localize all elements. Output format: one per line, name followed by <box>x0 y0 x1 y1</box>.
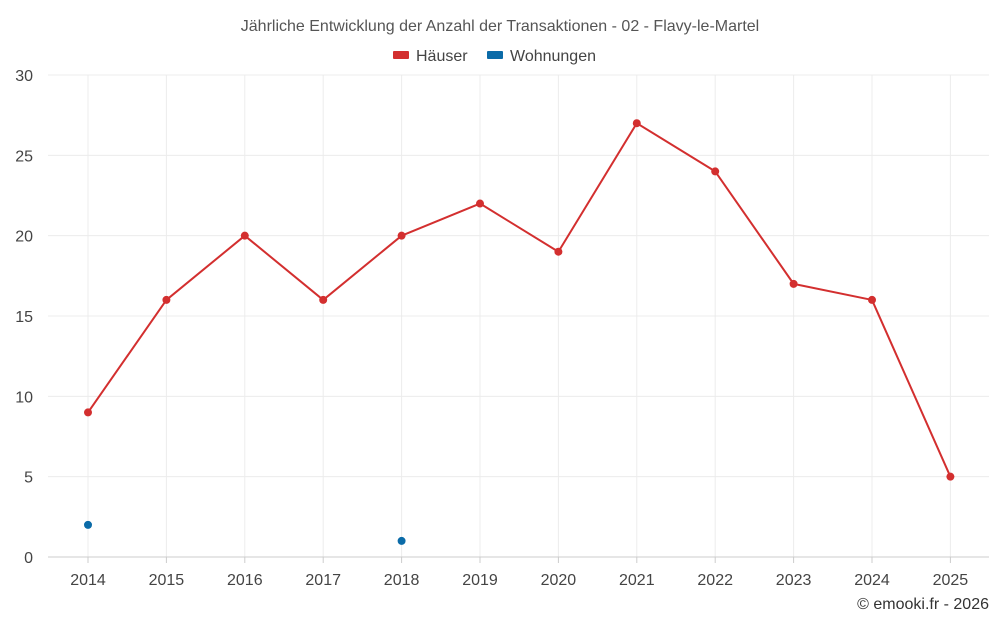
x-axis: 2014 2015 2016 2017 2018 2019 2020 2021 2022 2023… <box>48 556 989 589</box>
y-tick-label-5: 25 <box>15 148 33 165</box>
data-point-wohnungen-2018 <box>397 536 406 545</box>
x-tick-label-11: 2025 <box>933 572 969 589</box>
series-line-haeuser <box>87 122 952 478</box>
x-tick-label-7: 2021 <box>619 572 655 589</box>
series-haeuser <box>84 119 955 481</box>
data-point-haeuser-2019 <box>476 199 484 208</box>
legend-item-haeuser[interactable]: Häuser <box>393 48 468 65</box>
gridlines <box>48 74 989 557</box>
data-point-haeuser-2021 <box>632 119 641 128</box>
legend-swatch-wohnungen <box>487 51 503 59</box>
y-tick-label-3: 15 <box>15 309 33 326</box>
x-tick-label-10: 2024 <box>854 572 890 589</box>
legend-swatch-haeuser <box>393 51 409 59</box>
x-tick-label-3: 2017 <box>305 572 341 589</box>
data-point-haeuser-2016 <box>240 231 249 240</box>
x-tick-label-1: 2015 <box>149 572 185 589</box>
y-axis: 0 5 10 15 20 25 30 <box>15 68 33 567</box>
y-tick-label-1: 5 <box>24 470 33 487</box>
data-point-haeuser-2020 <box>554 247 563 256</box>
chart-title: Jährliche Entwicklung der Anzahl der Tra… <box>241 18 759 35</box>
legend-item-wohnungen[interactable]: Wohnungen <box>487 48 596 65</box>
data-point-haeuser-2022 <box>711 167 720 176</box>
data-point-haeuser-2015 <box>162 295 171 304</box>
x-tick-label-4: 2018 <box>384 572 420 589</box>
x-tick-label-2: 2016 <box>227 572 263 589</box>
data-point-haeuser-2025 <box>946 472 955 481</box>
plot-series <box>84 119 955 545</box>
credit-text: © emooki.fr - 2026 <box>857 596 989 613</box>
y-tick-label-4: 20 <box>15 229 33 246</box>
y-tick-label-6: 30 <box>15 68 33 85</box>
x-tick-label-6: 2020 <box>541 572 577 589</box>
legend: Häuser Wohnungen <box>393 48 596 65</box>
x-tick-label-9: 2023 <box>776 572 812 589</box>
data-point-haeuser-2017 <box>319 295 328 304</box>
data-point-haeuser-2024 <box>868 295 876 304</box>
series-wohnungen <box>84 520 406 545</box>
y-tick-label-2: 10 <box>15 389 33 406</box>
data-point-wohnungen-2014 <box>84 520 92 529</box>
legend-label-haeuser: Häuser <box>416 48 468 65</box>
x-tick-label-8: 2022 <box>697 572 733 589</box>
data-point-haeuser-2023 <box>789 279 798 288</box>
data-point-haeuser-2014 <box>84 408 92 417</box>
x-tick-label-0: 2014 <box>70 572 106 589</box>
x-tick-label-5: 2019 <box>462 572 498 589</box>
legend-label-wohnungen: Wohnungen <box>510 48 596 65</box>
data-point-haeuser-2018 <box>397 231 406 240</box>
y-tick-label-0: 0 <box>24 550 33 567</box>
